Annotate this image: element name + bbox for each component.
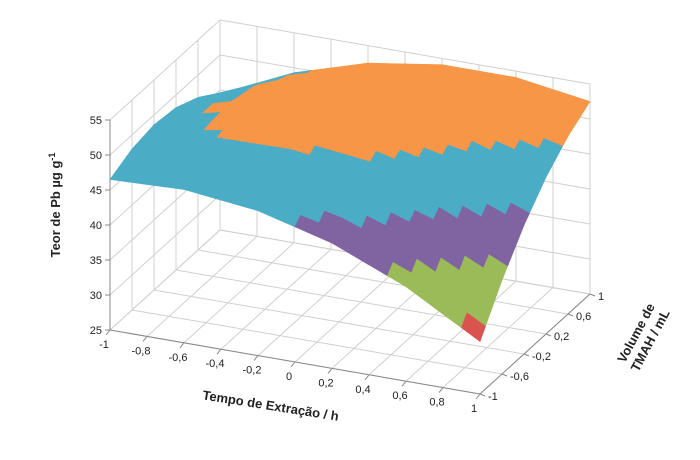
tick-mark [253, 355, 259, 361]
labels: 25 30 35 40 45 50 55 -1 -0,8 -0,6 -0,4 -0,2 0 0,2 0,4 0… [90, 115, 604, 415]
axis-line [479, 293, 591, 395]
z-axis-title: Teor de Pb µg g-1 [47, 153, 63, 258]
z-axis-title-text: Teor de Pb µg g [48, 161, 63, 258]
y-tick-label: 1 [598, 291, 604, 303]
y-tick-label: 0,6 [576, 311, 591, 323]
tick-mark [567, 313, 574, 317]
grid-line [183, 242, 295, 344]
grid-line [197, 249, 569, 315]
y-tick-label: -0,2 [532, 351, 551, 363]
x-tick-label: 0,6 [392, 390, 407, 402]
axis-line [109, 329, 481, 395]
z-tick-label: 35 [90, 255, 102, 267]
y-tick-label: -0,6 [510, 371, 529, 383]
tick-mark [290, 361, 296, 368]
x-tick-label: 0,2 [318, 377, 333, 389]
grid-line [109, 194, 221, 296]
x-tick-label: -0,6 [169, 352, 188, 364]
tick-mark [179, 342, 185, 349]
grid-line [294, 261, 406, 363]
tick-mark [479, 393, 486, 397]
tick-mark [364, 374, 370, 381]
x-tick-label: -0,4 [206, 358, 225, 370]
z-tick-label: 30 [90, 290, 102, 302]
tick-mark [438, 387, 444, 393]
tick-mark [401, 380, 407, 387]
tick-mark [327, 368, 333, 374]
tick-mark [501, 373, 508, 377]
tick-mark [523, 353, 530, 357]
grid-line [442, 287, 554, 388]
grid-line [220, 248, 332, 350]
x-tick-label: 1 [471, 403, 477, 415]
grid-line [146, 236, 258, 337]
tick-mark [142, 336, 148, 342]
x-tick-label: 0 [286, 371, 292, 383]
surface [109, 62, 591, 342]
y-tick-label: 0,2 [554, 331, 569, 343]
tick-mark [589, 293, 596, 297]
surface-patch [461, 312, 486, 342]
y-tick-label: -1 [488, 391, 498, 403]
grid-line [153, 289, 525, 355]
z-tick-label: 40 [90, 220, 102, 232]
z-tick-label: 55 [90, 115, 102, 127]
x-tick-label: -0,2 [243, 365, 262, 377]
z-axis-title-sup: -1 [47, 153, 57, 161]
grid-line [257, 255, 369, 356]
x-axis-title: Tempo de Extração / h [202, 387, 340, 423]
y-axis-title: Volume deTMAH / mL [613, 299, 672, 374]
x-tick-label: 0,4 [355, 384, 370, 396]
tick-mark [216, 348, 222, 355]
x-tick-label: -1 [99, 339, 109, 351]
z-tick-label: 25 [90, 325, 102, 337]
grid-line [131, 309, 503, 375]
x-tick-label: 0,8 [429, 397, 444, 409]
grid-line [109, 54, 221, 156]
tick-mark [105, 329, 111, 336]
grid-line [109, 19, 221, 121]
tick-mark [545, 333, 552, 337]
grid-line [405, 280, 517, 382]
tick-mark [475, 393, 481, 400]
x-tick-label: -0,8 [132, 345, 151, 357]
grid-line [109, 229, 221, 331]
z-tick-label: 50 [90, 150, 102, 162]
z-tick-label: 45 [90, 185, 102, 197]
